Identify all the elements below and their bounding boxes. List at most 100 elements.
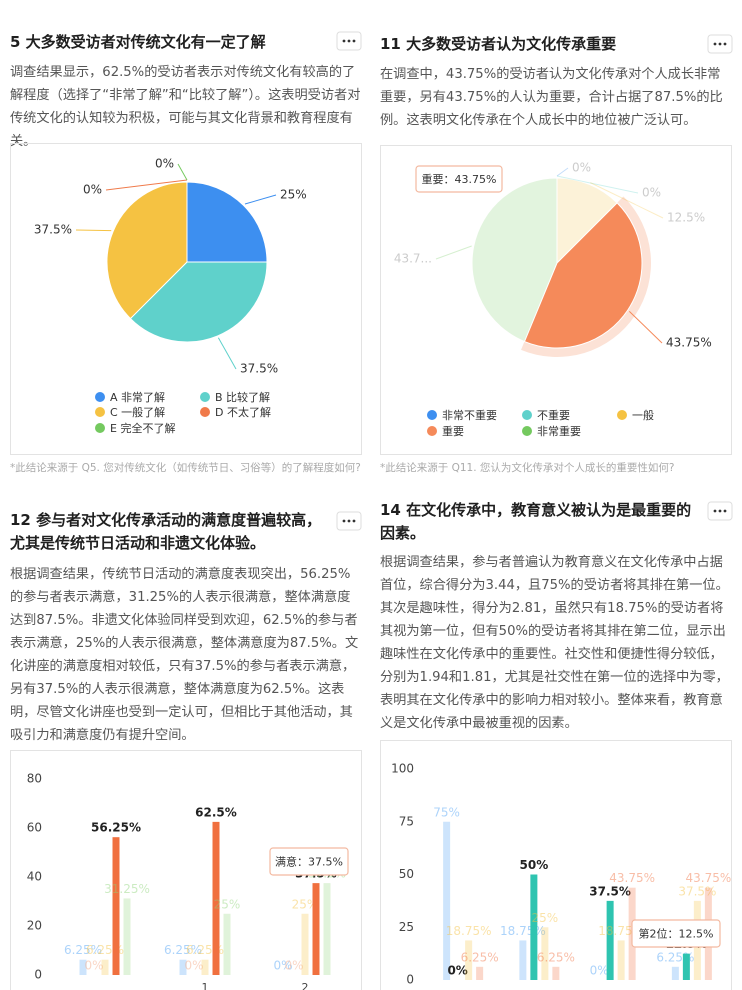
- data-label: 25%: [214, 897, 241, 911]
- card-title: 5 大多数受访者对传统文化有一定了解: [10, 33, 266, 51]
- data-label: 31.25%: [104, 882, 150, 896]
- bar: [552, 966, 560, 980]
- legend-marker: [427, 410, 437, 420]
- bar: [606, 900, 614, 980]
- legend-marker: [522, 426, 532, 436]
- more-button[interactable]: [707, 501, 733, 521]
- data-label: 6.25%: [461, 950, 499, 964]
- pie-slice: [523, 202, 643, 349]
- data-label: 0%: [590, 964, 609, 978]
- bar: [212, 821, 220, 975]
- data-label: 6.25%: [164, 943, 202, 957]
- card-body: 在调查中，43.75%的受访者认为文化传承对个人成长非常重要，另有43.75%的…: [380, 67, 723, 128]
- data-label: 0%: [572, 161, 591, 175]
- tooltip-box: [631, 919, 721, 948]
- y-tick-label: 0: [34, 968, 42, 982]
- data-label: 75%: [433, 805, 460, 819]
- data-label: 56.25%: [91, 821, 141, 835]
- card-body: 根据调查结果，参与者普遍认为教育意义在文化传承中占据首位，综合得分为3.44，且…: [380, 555, 729, 731]
- tooltip-box: [269, 847, 349, 876]
- more-buttons: [336, 31, 733, 531]
- data-label: 0%: [273, 959, 292, 973]
- leader-line: [435, 245, 472, 260]
- data-label: 6.25%: [64, 943, 102, 957]
- card-body: 根据调查结果，传统节日活动的满意度表现突出，56.25%的参与者表示满意，31.…: [10, 567, 359, 743]
- bar: [530, 874, 538, 980]
- data-label: 0%: [284, 959, 303, 973]
- leader-line: [556, 175, 639, 194]
- y-tick-label: 0: [406, 973, 414, 987]
- leader-line: [217, 337, 237, 370]
- leader-line: [177, 163, 188, 181]
- leader-line: [590, 182, 664, 219]
- data-label: 43.75%: [609, 871, 655, 885]
- legend-marker: [200, 392, 210, 402]
- data-label: 37.5%: [589, 884, 631, 898]
- data-label: 25%: [532, 911, 559, 925]
- tooltip-text: 满意：37.5%: [275, 855, 343, 869]
- bar: [112, 837, 120, 975]
- y-tick-label: 100: [391, 762, 414, 776]
- legend-marker: [95, 423, 105, 433]
- y-tick-label: 60: [27, 821, 42, 835]
- data-label: 0%: [642, 186, 661, 200]
- data-label: 43.75%: [685, 871, 731, 885]
- data-label: 18.75%: [500, 924, 546, 938]
- data-label: 6.25%: [537, 950, 575, 964]
- pie-slice: [129, 261, 268, 343]
- data-label: 25%: [280, 188, 307, 202]
- legend-marker: [95, 392, 105, 402]
- pie-slice: [556, 177, 618, 265]
- chart-frame: [10, 143, 362, 455]
- legend-label: A 非常了解: [110, 390, 165, 404]
- pie-slice: [471, 177, 558, 343]
- bar: [541, 927, 549, 980]
- data-label: 12.5%: [667, 211, 705, 225]
- chart-frame: [380, 145, 732, 455]
- y-tick-label: 25: [399, 920, 414, 934]
- tooltip-text: 重要：43.75%: [422, 172, 497, 186]
- leader-line: [105, 179, 188, 191]
- more-button[interactable]: [707, 34, 733, 54]
- data-label: 43.7...: [394, 252, 432, 266]
- bar: [476, 966, 484, 980]
- data-label: 62.5%: [195, 805, 237, 819]
- legend-marker: [522, 410, 532, 420]
- card-footnote: *此结论来源于 Q5. 您对传统文化（如传统节日、习俗等）的了解程度如何?: [10, 462, 361, 474]
- chart-frame: [380, 740, 732, 990]
- data-label: 0%: [447, 964, 467, 978]
- bar: [101, 959, 109, 975]
- data-label: 37.5%: [240, 362, 278, 376]
- data-label: 37.5%: [678, 884, 716, 898]
- card-body: 调查结果显示，62.5%的受访者表示对传统文化有较高的了解程度（选择了“非常了解…: [10, 65, 361, 149]
- pie-slice: [106, 181, 188, 320]
- legend-marker: [200, 407, 210, 417]
- legend-label: 非常不重要: [442, 408, 497, 422]
- y-tick-label: 40: [27, 870, 42, 884]
- y-tick-label: 80: [27, 772, 42, 786]
- tooltip-text: 第2位：12.5%: [639, 927, 714, 941]
- data-label: 50%: [520, 858, 549, 872]
- x-tick-label: 2: [302, 981, 309, 990]
- bar: [201, 959, 209, 975]
- legend-label: 重要: [442, 424, 464, 438]
- bar: [682, 953, 690, 980]
- legend-label: 非常重要: [537, 424, 581, 438]
- data-label: 18.75%: [446, 924, 492, 938]
- bar: [301, 913, 309, 975]
- leader-line: [556, 167, 569, 177]
- legend-marker: [95, 407, 105, 417]
- more-button[interactable]: [336, 511, 362, 531]
- y-tick-label: 20: [27, 919, 42, 933]
- legend-marker: [617, 410, 627, 420]
- bar: [519, 940, 527, 980]
- card-footnote: *此结论来源于 Q11. 您认为文化传承对个人成长的重要性如何?: [380, 462, 675, 474]
- y-tick-label: 75: [399, 814, 414, 828]
- x-tick-label: 1: [202, 981, 209, 990]
- leader-line: [75, 229, 112, 232]
- data-label: 0%: [83, 183, 102, 197]
- leader-line: [244, 194, 277, 205]
- bar: [323, 883, 331, 975]
- more-button[interactable]: [336, 31, 362, 51]
